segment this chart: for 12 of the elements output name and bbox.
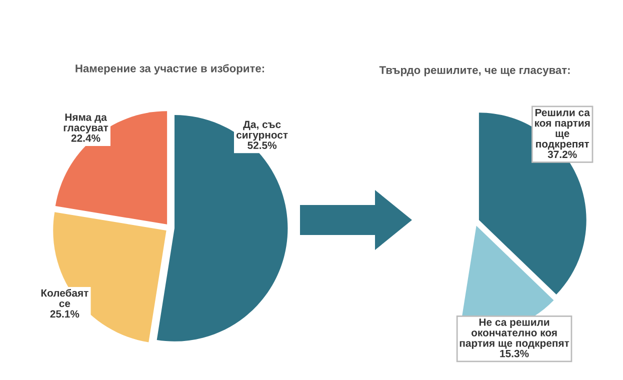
data-label: 22.4% <box>71 134 100 142</box>
slice-label: Да, със сигурност <box>236 120 288 141</box>
data-label: 52.5% <box>248 142 277 150</box>
chart-title: Намерение за участие в изборите: <box>76 64 264 75</box>
slice-label: Колебаят се <box>41 288 88 308</box>
chart-title: Твърдо решилите, че ще гласуват: <box>379 66 570 76</box>
data-label: 37.2% <box>548 150 577 158</box>
data-label: 25.1% <box>50 310 80 318</box>
slice-label: Не са решили окончателно коя партия ще подкрепят <box>460 318 570 349</box>
slice-label: Решили са коя партия ще подкрепят <box>534 108 590 150</box>
data-label: 15.3% <box>500 350 529 358</box>
slice-label: Няма да гласуват <box>64 114 108 134</box>
